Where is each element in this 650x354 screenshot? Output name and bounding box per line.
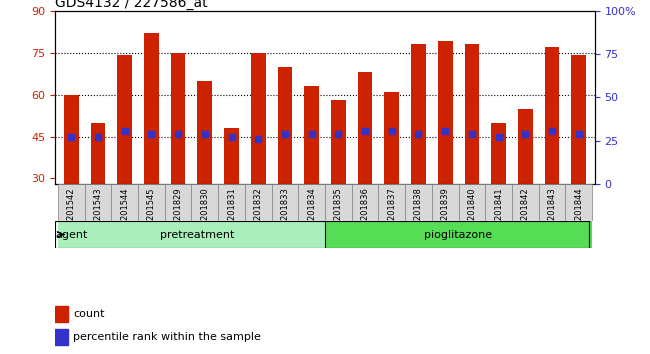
Text: percentile rank within the sample: percentile rank within the sample: [73, 332, 261, 342]
Text: GSM201832: GSM201832: [254, 187, 263, 238]
Text: pretreatment: pretreatment: [160, 229, 234, 240]
Text: agent: agent: [56, 229, 88, 240]
Bar: [164, 184, 192, 221]
Text: GSM201838: GSM201838: [414, 187, 423, 238]
Bar: [331, 100, 346, 184]
Bar: [358, 72, 372, 184]
Text: GSM201841: GSM201841: [494, 187, 503, 238]
Bar: [304, 86, 319, 184]
Text: GSM201843: GSM201843: [547, 187, 556, 238]
Bar: [251, 53, 266, 184]
Bar: [118, 55, 132, 184]
Bar: [384, 92, 399, 184]
Bar: [58, 184, 84, 221]
Bar: [432, 184, 458, 221]
Bar: [411, 44, 426, 184]
Text: GSM201836: GSM201836: [361, 187, 370, 238]
Bar: [491, 122, 506, 184]
Bar: [144, 33, 159, 184]
Bar: [272, 184, 298, 221]
Text: GSM201829: GSM201829: [174, 187, 183, 238]
Bar: [566, 184, 592, 221]
Text: GSM201830: GSM201830: [200, 187, 209, 238]
Text: GSM201834: GSM201834: [307, 187, 316, 238]
Text: GSM201544: GSM201544: [120, 187, 129, 238]
Bar: [58, 221, 325, 248]
Bar: [198, 81, 212, 184]
Bar: [84, 184, 111, 221]
Bar: [55, 306, 68, 321]
Bar: [325, 221, 592, 248]
Bar: [486, 184, 512, 221]
Bar: [405, 184, 432, 221]
Bar: [192, 184, 218, 221]
Text: GSM201833: GSM201833: [280, 187, 289, 238]
Bar: [539, 184, 566, 221]
Text: pioglitazone: pioglitazone: [424, 229, 493, 240]
Text: count: count: [73, 309, 105, 319]
Text: GSM201839: GSM201839: [441, 187, 450, 238]
Bar: [171, 53, 185, 184]
Bar: [224, 128, 239, 184]
Bar: [545, 47, 560, 184]
Bar: [278, 67, 292, 184]
Text: GDS4132 / 227586_at: GDS4132 / 227586_at: [55, 0, 208, 10]
Bar: [245, 184, 272, 221]
Text: GSM201835: GSM201835: [334, 187, 343, 238]
Bar: [111, 184, 138, 221]
Bar: [64, 95, 79, 184]
Bar: [90, 122, 105, 184]
Bar: [352, 184, 378, 221]
Text: GSM201844: GSM201844: [574, 187, 583, 238]
Bar: [512, 184, 539, 221]
Text: GSM201543: GSM201543: [94, 187, 103, 238]
Text: GSM201837: GSM201837: [387, 187, 396, 238]
Bar: [55, 329, 68, 345]
Bar: [518, 109, 532, 184]
Bar: [465, 44, 479, 184]
Bar: [298, 184, 325, 221]
Text: GSM201542: GSM201542: [67, 187, 76, 238]
Bar: [218, 184, 245, 221]
Bar: [378, 184, 405, 221]
Bar: [571, 55, 586, 184]
Text: GSM201840: GSM201840: [467, 187, 476, 238]
Bar: [138, 184, 164, 221]
Text: GSM201842: GSM201842: [521, 187, 530, 238]
Text: GSM201545: GSM201545: [147, 187, 156, 238]
Bar: [458, 184, 486, 221]
Text: GSM201831: GSM201831: [227, 187, 236, 238]
Bar: [438, 41, 452, 184]
Bar: [325, 184, 352, 221]
